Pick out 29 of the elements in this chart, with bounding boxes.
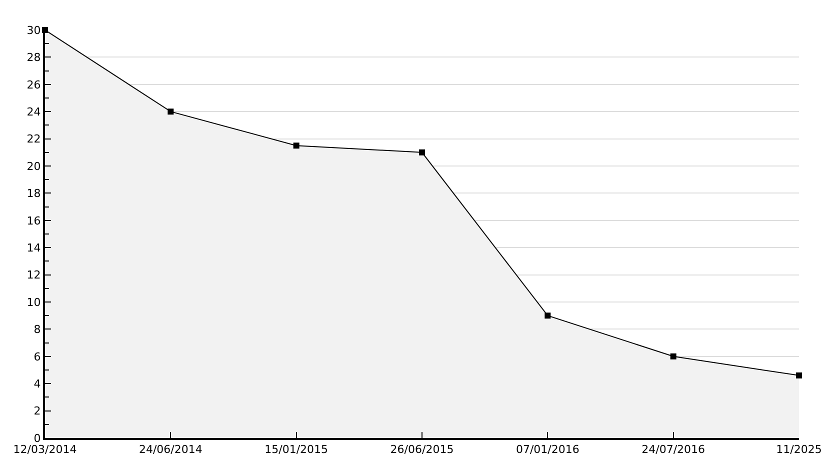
x-tick-label: 15/01/2015 bbox=[264, 443, 328, 456]
y-tick-label: 28 bbox=[26, 51, 41, 64]
y-tick-label: 14 bbox=[26, 241, 41, 254]
point bbox=[419, 149, 425, 156]
y-tick-label: 8 bbox=[34, 323, 41, 336]
y-tick-label: 12 bbox=[26, 268, 41, 282]
y-tick-label: 30 bbox=[26, 24, 41, 37]
y-tick-label: 10 bbox=[26, 296, 41, 309]
y-tick-label: 20 bbox=[26, 160, 41, 173]
y-tick-label: 18 bbox=[26, 187, 41, 200]
x-tick-label: 07/01/2016 bbox=[516, 443, 580, 456]
x-tick-label: 24/07/2016 bbox=[642, 443, 706, 456]
y-tick-label: 4 bbox=[34, 377, 41, 390]
point bbox=[796, 372, 802, 378]
y-tick-label: 24 bbox=[26, 105, 41, 118]
x-tick-label: 12/03/2014 bbox=[13, 443, 77, 456]
x-tick-label: 26/06/2015 bbox=[390, 443, 454, 456]
y-tick-label: 26 bbox=[26, 78, 41, 92]
point bbox=[168, 108, 174, 115]
point bbox=[293, 142, 300, 149]
point bbox=[670, 353, 676, 360]
y-tick-label: 0 bbox=[34, 432, 41, 445]
y-tick-label: 16 bbox=[26, 214, 41, 228]
y-tick-label: 6 bbox=[34, 350, 41, 364]
y-tick-label: 22 bbox=[26, 132, 41, 146]
y-tick-label: 2 bbox=[34, 404, 41, 418]
point bbox=[544, 312, 551, 319]
x-tick-label: 24/06/2014 bbox=[138, 443, 202, 456]
x-tick-label: 11/2025 bbox=[776, 443, 822, 456]
